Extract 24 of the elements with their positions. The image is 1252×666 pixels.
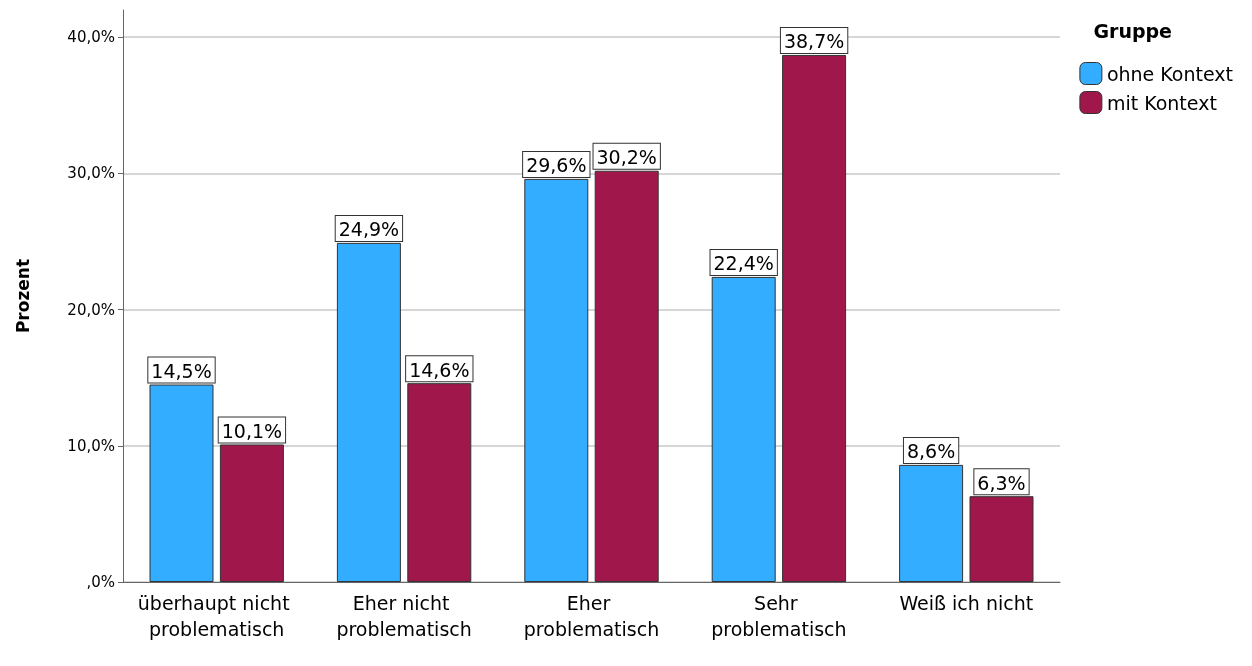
data-label: 24,9% [338, 218, 400, 241]
y-tick-label: 30,0% [67, 164, 115, 183]
legend-label: ohne Kontext [1106, 62, 1234, 85]
legend-title: Gruppe [1093, 19, 1173, 42]
data-label: 8,6% [906, 440, 956, 463]
data-label: 22,4% [713, 252, 774, 275]
data-label: 14,5% [151, 360, 212, 383]
y-tick-label: 40,0% [67, 28, 115, 47]
data-label: 30,2% [596, 146, 657, 169]
x-tick-label: Weiß ich nicht [899, 592, 1034, 614]
x-tick-label: Eher nicht problematisch [336, 592, 472, 640]
data-label: 38,7% [783, 30, 845, 53]
y-tick-label: ,0% [86, 573, 115, 591]
legend-label: mit Kontext [1106, 91, 1217, 114]
y-axis-title: Prozent [12, 258, 33, 334]
data-label: 14,6% [409, 358, 470, 381]
x-tick-label: Sehr problematisch [711, 592, 847, 640]
y-tick-label: 20,0% [67, 300, 115, 319]
x-tick-label: überhaupt nicht problematisch [137, 592, 296, 640]
x-tick-label: Eher problematisch [523, 592, 660, 640]
data-label: 10,1% [221, 419, 283, 442]
data-label: 29,6% [526, 154, 587, 177]
data-label: 6,3% [977, 471, 1026, 494]
y-tick-label: 10,0% [67, 436, 115, 455]
